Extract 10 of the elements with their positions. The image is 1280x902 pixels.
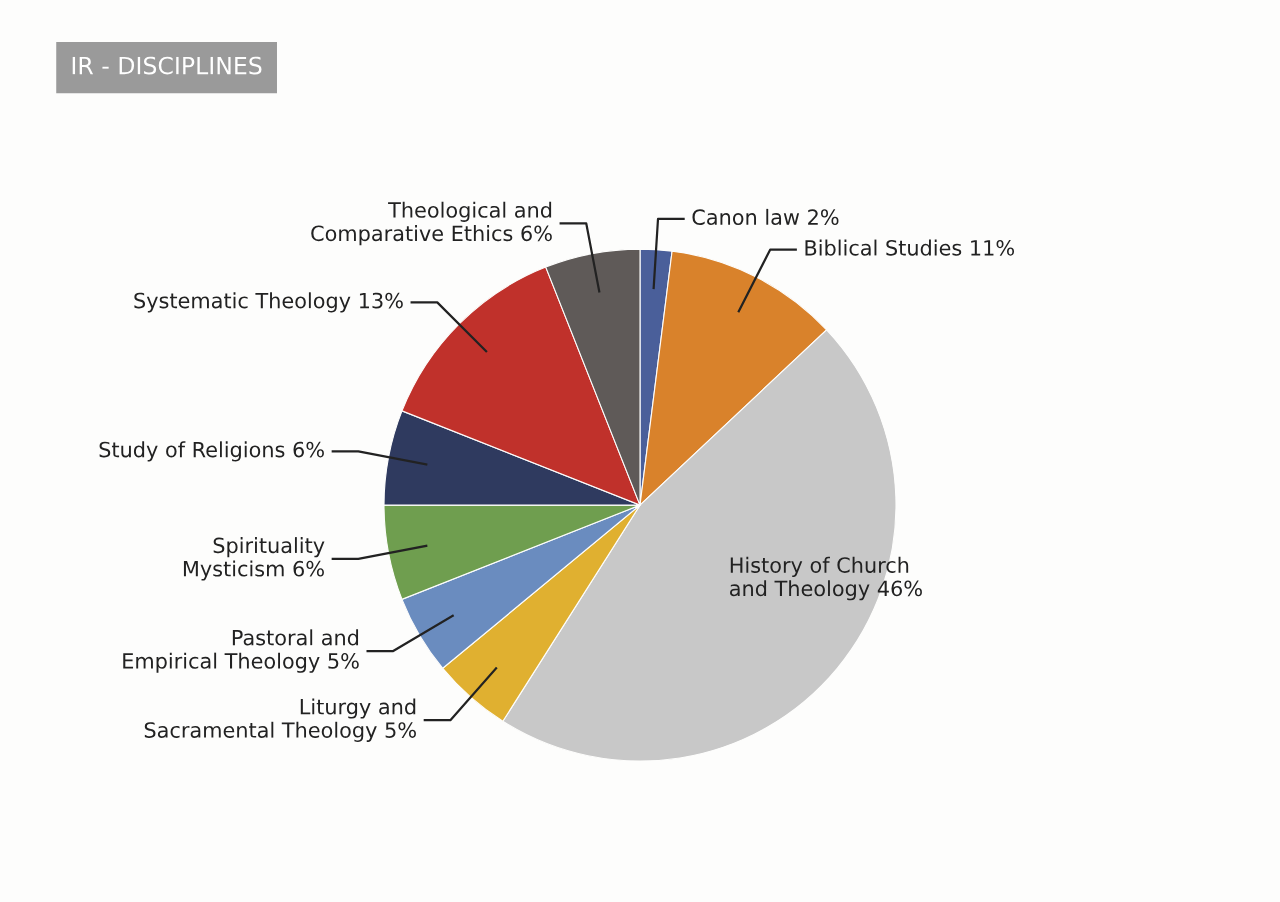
- slice-label: Study of Religions 6%: [99, 441, 324, 462]
- slice-label: Liturgy and Sacramental Theology 5%: [144, 698, 416, 742]
- slice-label: Spirituality Mysticism 6%: [183, 537, 325, 581]
- slice-label: Systematic Theology 13%: [134, 292, 403, 313]
- slice-label: Canon law 2%: [692, 208, 839, 226]
- chart-title: IR - DISCIPLINES: [72, 56, 262, 75]
- slice-label: Biblical Studies 11%: [805, 239, 1015, 256]
- slice-label: Pastoral and Empirical Theology 5%: [123, 629, 359, 673]
- slice-label: Theological and Comparative Ethics 6%: [311, 201, 552, 246]
- slice-label: History of Church and Theology 46%: [730, 556, 922, 601]
